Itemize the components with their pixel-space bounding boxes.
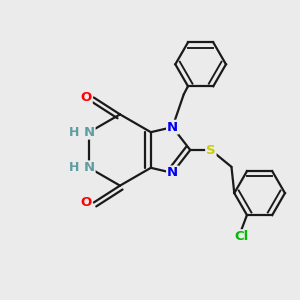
Text: N: N (167, 167, 178, 179)
Text: O: O (81, 91, 92, 104)
Text: H: H (69, 161, 79, 174)
Text: N: N (167, 121, 178, 134)
Text: O: O (81, 196, 92, 209)
Text: Cl: Cl (234, 230, 248, 243)
Text: N: N (84, 126, 95, 139)
Text: H: H (69, 126, 79, 139)
Text: N: N (84, 161, 95, 174)
Text: S: S (206, 143, 216, 157)
